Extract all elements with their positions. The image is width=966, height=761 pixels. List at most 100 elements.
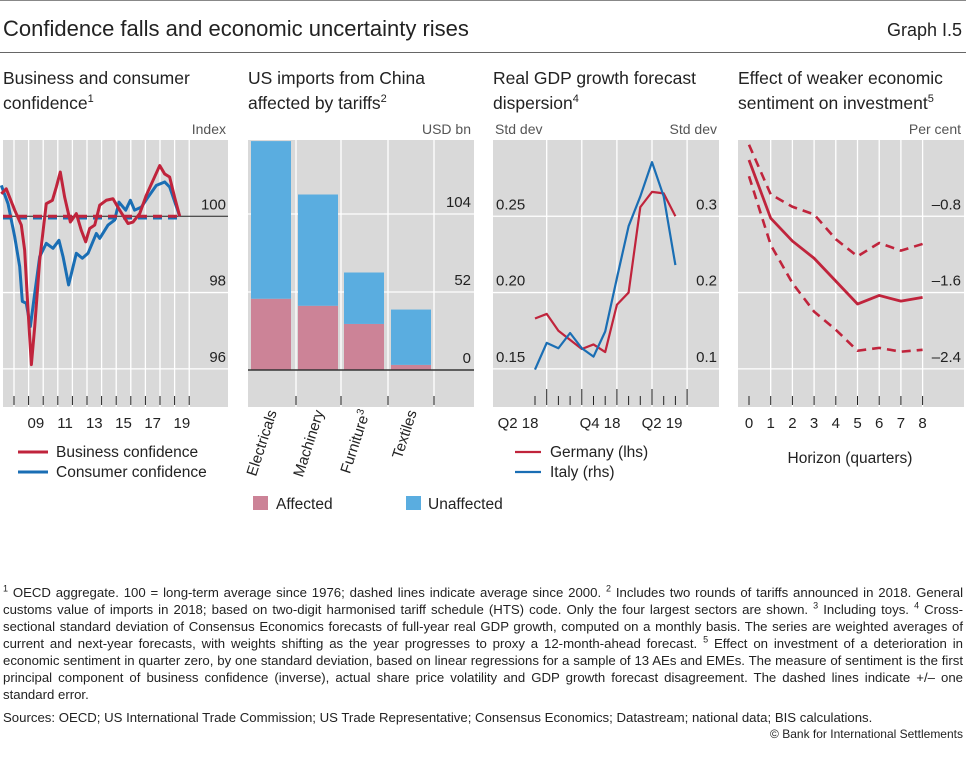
- unit-label: USD bn: [422, 121, 471, 137]
- panel-title-text: Business and consumer confidence: [3, 68, 190, 113]
- germany-line: [534, 190, 677, 354]
- panel-title-gdp-dispersion: Real GDP growth forecast dispersion4: [493, 68, 718, 114]
- x-axis-label: Horizon (quarters): [788, 450, 913, 467]
- legend-label: Italy (rhs): [550, 464, 615, 481]
- panel-title-imports: US imports from China affected by tariff…: [248, 68, 473, 114]
- unit-label: Index: [192, 121, 226, 137]
- y-tick-label-right: 0.1: [696, 349, 717, 366]
- legend-swatch-affected: [253, 496, 268, 510]
- x-tick-label: 6: [875, 415, 883, 432]
- y-tick-label: –2.4: [932, 349, 961, 366]
- panel-title-text: Effect of weaker economic sentiment on i…: [738, 68, 943, 113]
- y-tick-label: –1.6: [932, 273, 961, 290]
- x-tick-label: 8: [918, 415, 926, 432]
- fn-text: Includes two rounds of tariffs announced…: [3, 585, 964, 617]
- graph-title: Confidence falls and economic uncertaint…: [3, 16, 469, 41]
- legend-label: Affected: [276, 496, 333, 513]
- fn-text: Including toys.: [818, 602, 915, 617]
- y-tick-label-left: 0.25: [496, 196, 525, 213]
- x-tick-label: 0: [745, 415, 753, 432]
- footnote-ref: 1: [87, 93, 94, 105]
- y-tick-label-left: 0.20: [496, 273, 525, 290]
- fn-text: Cross-sectional standard deviation of Co…: [3, 602, 963, 651]
- bar-affected-machinery: [298, 305, 338, 370]
- y-tick-label: 96: [209, 349, 226, 366]
- y-tick-label: –0.8: [932, 196, 961, 213]
- copyright: © Bank for International Settlements: [770, 727, 963, 741]
- y-tick-label-right: 0.3: [696, 196, 717, 213]
- bar-unaffected-machinery: [298, 194, 338, 306]
- sources: Sources: OECD; US International Trade Co…: [3, 710, 873, 725]
- bar-affected-furniture: [344, 323, 384, 370]
- footnotes: 1 OECD aggregate. 100 = long-term averag…: [3, 584, 963, 703]
- legend-label: Germany (lhs): [550, 444, 648, 461]
- x-tick-label: 17: [144, 415, 161, 432]
- x-tick-label: 7: [897, 415, 905, 432]
- x-tick-label-furniture: Furniture3: [336, 407, 374, 475]
- x-tick-label-electricals: Electricals: [244, 408, 281, 478]
- estimate-line: [747, 159, 923, 306]
- y-tick-label: 104: [446, 194, 471, 211]
- footnote-ref: 5: [927, 93, 934, 105]
- title-rule: [0, 52, 966, 53]
- bar-unaffected-electricals: [251, 141, 291, 299]
- plot-area: [493, 140, 719, 407]
- footer: 1 OECD aggregate. 100 = long-term averag…: [3, 584, 963, 742]
- y-tick-label: 52: [454, 272, 471, 289]
- x-tick-label: 09: [28, 415, 45, 432]
- x-tick-label-textiles: Textiles: [389, 408, 421, 461]
- x-tick-label: 19: [174, 415, 191, 432]
- y-tick-label: 0: [463, 350, 471, 367]
- x-tick-label: Q4 18: [580, 415, 621, 432]
- bar-unaffected-furniture: [344, 272, 384, 324]
- legend-label: Unaffected: [428, 496, 503, 513]
- y-tick-label-left: 0.15: [496, 349, 525, 366]
- footnote-ref: 3: [355, 407, 367, 416]
- panel-title-confidence: Business and consumer confidence1: [3, 68, 238, 114]
- bar-affected-textiles: [391, 364, 431, 370]
- lower-bound-line: [747, 175, 923, 353]
- fn-num: 2: [605, 583, 611, 594]
- fn-text: Effect on investment of a deterioration …: [3, 636, 963, 702]
- x-tick-label: 5: [853, 415, 861, 432]
- x-tick-label: 11: [57, 415, 73, 432]
- legend-swatch-unaffected: [406, 496, 421, 510]
- fn-text: OECD aggregate. 100 = long-term average …: [8, 585, 606, 600]
- footnote-ref: 2: [380, 93, 387, 105]
- unit-label-left: Std dev: [495, 121, 542, 137]
- fn-num: 5: [703, 634, 709, 645]
- bar-unaffected-textiles: [391, 309, 431, 365]
- footnote-ref: 4: [572, 93, 579, 105]
- legend-label: Business confidence: [56, 444, 198, 461]
- x-tick-label: 3: [810, 415, 818, 432]
- x-tick-label-machinery: Machinery: [290, 408, 328, 480]
- upper-bound-line: [747, 144, 923, 258]
- fn-num: 1: [3, 583, 9, 594]
- panel-title-text: US imports from China affected by tariff…: [248, 68, 425, 113]
- unit-label-right: Std dev: [670, 121, 717, 137]
- legend-label: Consumer confidence: [56, 464, 207, 481]
- bar-affected-electricals: [251, 298, 291, 370]
- x-tick-label: 15: [115, 415, 132, 432]
- y-tick-label-right: 0.2: [696, 273, 717, 290]
- fn-num: 4: [914, 600, 920, 611]
- top-rule: [0, 0, 966, 1]
- x-tick-label: Q2 19: [642, 415, 683, 432]
- x-tick-label: 13: [86, 415, 103, 432]
- x-tick-label: 1: [767, 415, 775, 432]
- y-tick-label: 100: [201, 196, 226, 213]
- plot-area: [738, 140, 964, 407]
- x-tick-label: Q2 18: [498, 415, 539, 432]
- x-tick-label: 2: [788, 415, 796, 432]
- panel-title-investment: Effect of weaker economic sentiment on i…: [738, 68, 966, 114]
- y-tick-label: 98: [209, 273, 226, 290]
- x-tick-label: 4: [832, 415, 840, 432]
- business-confidence-line: [0, 164, 182, 367]
- unit-label: Per cent: [909, 121, 961, 137]
- plot-area: [3, 140, 228, 407]
- graph-number: Graph I.5: [886, 20, 962, 40]
- italy-line: [533, 161, 677, 371]
- panel-title-text: Real GDP growth forecast dispersion: [493, 68, 696, 113]
